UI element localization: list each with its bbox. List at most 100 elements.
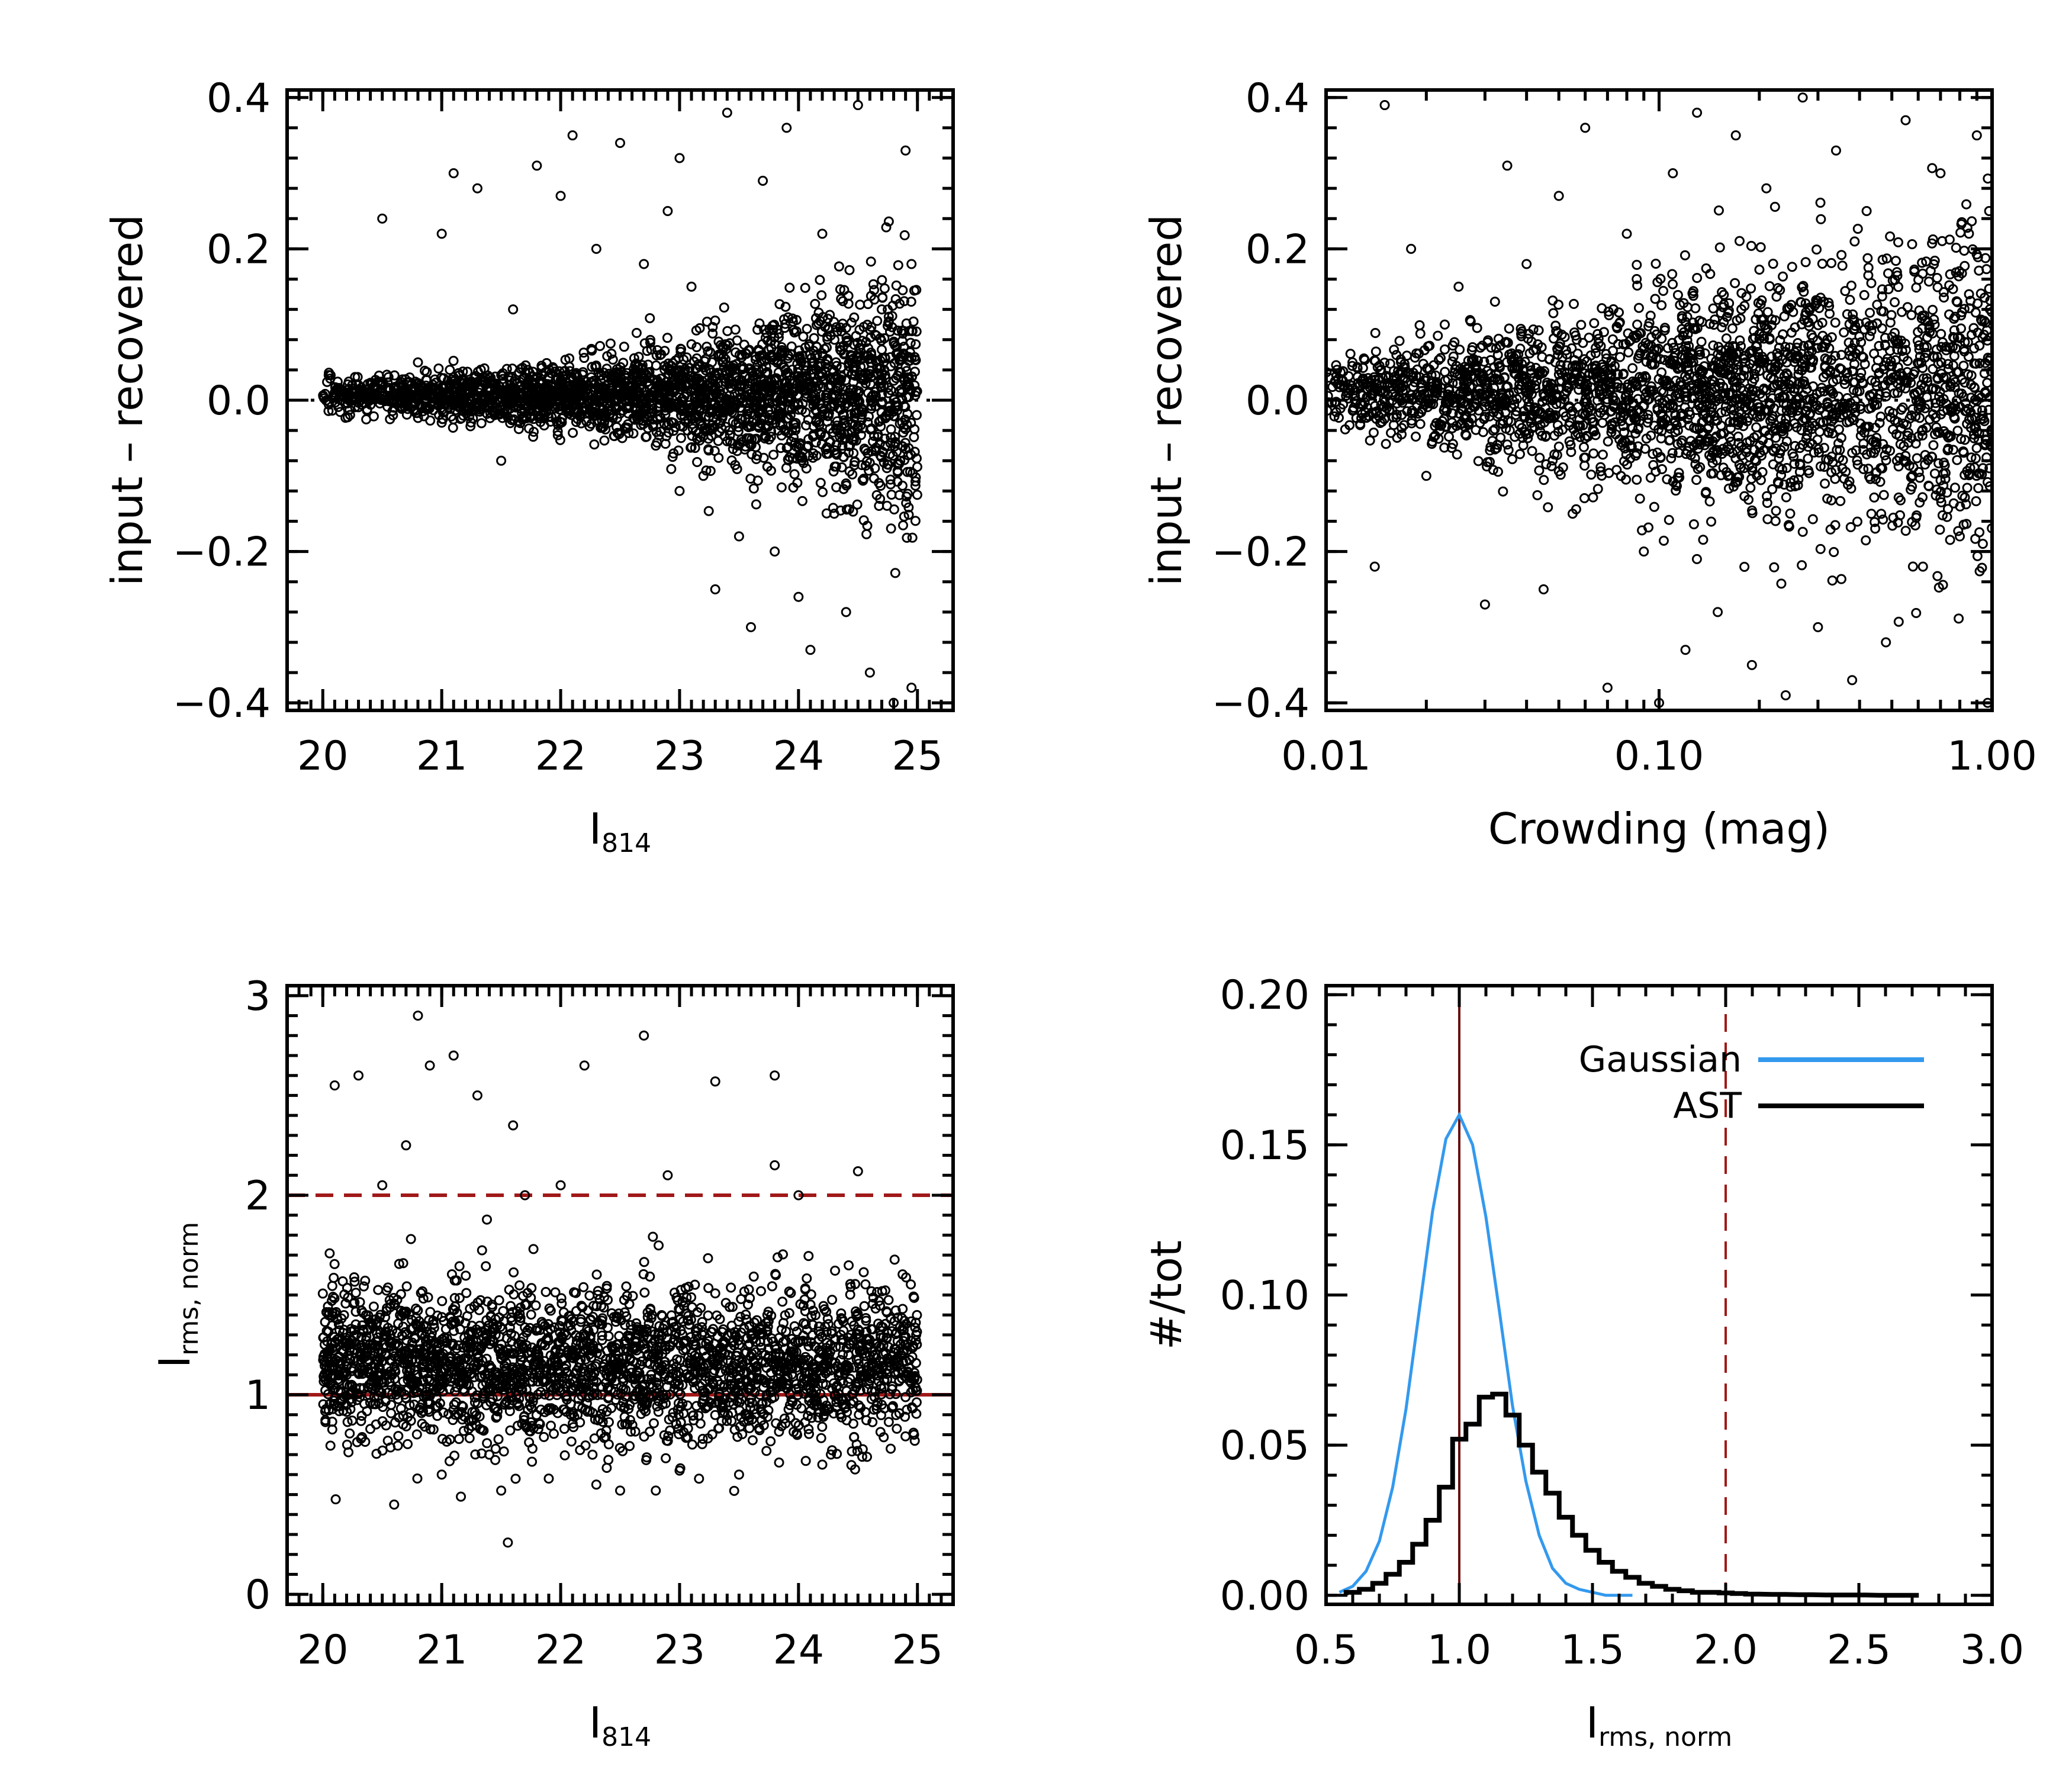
data-point bbox=[1917, 363, 1928, 374]
data-point bbox=[1812, 244, 1822, 255]
data-point bbox=[846, 317, 857, 328]
plot-area bbox=[1326, 92, 1992, 708]
data-point bbox=[674, 352, 684, 363]
data-point bbox=[1751, 422, 1762, 433]
data-point bbox=[1912, 453, 1922, 464]
data-point bbox=[1775, 335, 1785, 346]
data-point bbox=[1725, 404, 1736, 414]
data-point bbox=[1623, 347, 1634, 358]
data-point bbox=[1781, 436, 1792, 446]
data-point bbox=[1439, 319, 1450, 330]
data-point bbox=[911, 410, 922, 420]
data-point bbox=[1466, 345, 1477, 356]
data-point bbox=[712, 374, 722, 384]
data-point bbox=[518, 413, 529, 423]
data-point bbox=[493, 384, 503, 394]
data-point bbox=[603, 417, 613, 428]
data-point bbox=[1447, 408, 1458, 419]
data-point bbox=[896, 326, 907, 336]
data-point bbox=[800, 365, 811, 375]
data-point bbox=[1706, 452, 1717, 463]
data-point bbox=[489, 410, 500, 420]
data-point bbox=[507, 363, 517, 374]
data-point bbox=[1649, 326, 1660, 336]
data-point bbox=[895, 352, 906, 362]
data-point bbox=[1781, 462, 1792, 473]
data-point bbox=[1767, 314, 1777, 324]
data-point bbox=[792, 478, 803, 488]
data-point bbox=[1517, 371, 1528, 381]
data-point bbox=[385, 414, 395, 424]
data-point bbox=[837, 435, 848, 445]
data-point bbox=[899, 511, 909, 522]
data-point bbox=[774, 299, 785, 310]
data-point bbox=[1674, 392, 1685, 403]
data-point bbox=[886, 424, 896, 435]
data-point bbox=[880, 440, 890, 451]
x-axis-label-sub: 814 bbox=[601, 828, 651, 858]
data-point bbox=[815, 478, 826, 488]
data-point bbox=[483, 390, 494, 401]
data-point bbox=[1769, 201, 1780, 212]
data-point bbox=[1875, 477, 1886, 487]
data-point bbox=[1769, 562, 1780, 572]
data-point bbox=[1724, 369, 1735, 380]
data-point bbox=[1770, 516, 1781, 526]
data-point bbox=[722, 107, 732, 118]
data-point bbox=[1370, 327, 1381, 338]
data-point bbox=[754, 407, 764, 417]
data-point bbox=[1674, 448, 1684, 458]
data-point bbox=[798, 331, 809, 342]
data-point bbox=[668, 426, 679, 436]
data-point bbox=[1762, 491, 1772, 501]
data-point bbox=[1874, 340, 1884, 351]
data-point bbox=[793, 591, 804, 602]
data-point bbox=[1521, 429, 1532, 440]
data-point bbox=[1866, 435, 1877, 445]
data-point bbox=[1716, 429, 1726, 439]
data-point bbox=[1928, 234, 1938, 244]
data-point bbox=[723, 425, 734, 436]
data-point bbox=[1433, 355, 1444, 365]
data-point bbox=[728, 362, 738, 373]
data-point bbox=[1721, 333, 1732, 344]
data-point bbox=[1928, 363, 1938, 374]
data-point bbox=[902, 408, 913, 419]
data-point bbox=[1836, 250, 1847, 260]
data-point bbox=[1835, 496, 1846, 506]
data-point bbox=[1751, 314, 1761, 325]
data-point bbox=[651, 360, 661, 371]
data-point bbox=[1826, 495, 1837, 506]
data-point bbox=[1514, 429, 1524, 439]
data-point bbox=[1532, 490, 1543, 501]
data-point bbox=[1441, 421, 1452, 432]
data-point bbox=[1614, 307, 1624, 318]
data-point bbox=[790, 423, 801, 433]
data-point bbox=[1517, 326, 1527, 337]
data-point bbox=[1980, 253, 1991, 263]
data-point bbox=[1633, 441, 1643, 452]
data-point bbox=[678, 400, 688, 411]
data-point bbox=[448, 423, 458, 433]
data-point bbox=[1943, 359, 1954, 369]
data-point bbox=[1632, 319, 1643, 330]
data-point bbox=[660, 439, 671, 449]
data-point bbox=[1516, 331, 1527, 342]
data-point bbox=[1741, 291, 1752, 302]
data-point bbox=[1688, 286, 1698, 297]
data-point bbox=[1482, 389, 1492, 400]
data-point bbox=[1440, 344, 1450, 355]
data-point bbox=[1762, 498, 1772, 509]
data-point bbox=[1535, 420, 1546, 430]
plot-area bbox=[287, 100, 953, 708]
data-point bbox=[1817, 342, 1828, 352]
data-point bbox=[705, 466, 716, 477]
data-point bbox=[842, 429, 853, 439]
data-point bbox=[1952, 455, 1962, 465]
data-point bbox=[374, 371, 384, 381]
data-point bbox=[1543, 502, 1553, 513]
data-point bbox=[362, 379, 373, 390]
data-point bbox=[1971, 496, 1981, 507]
data-point bbox=[756, 375, 767, 385]
data-point bbox=[787, 364, 797, 375]
